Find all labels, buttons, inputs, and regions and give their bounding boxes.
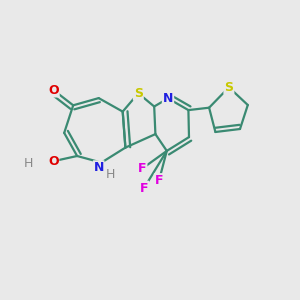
Text: S: S: [134, 87, 143, 100]
Text: F: F: [138, 162, 146, 175]
Text: O: O: [48, 155, 59, 168]
Text: S: S: [224, 81, 233, 94]
Text: N: N: [94, 161, 104, 174]
Text: F: F: [140, 182, 148, 195]
Text: O: O: [48, 83, 59, 97]
Text: H: H: [106, 168, 115, 181]
Text: N: N: [163, 92, 173, 105]
Text: H: H: [24, 157, 33, 170]
Text: F: F: [155, 174, 163, 187]
